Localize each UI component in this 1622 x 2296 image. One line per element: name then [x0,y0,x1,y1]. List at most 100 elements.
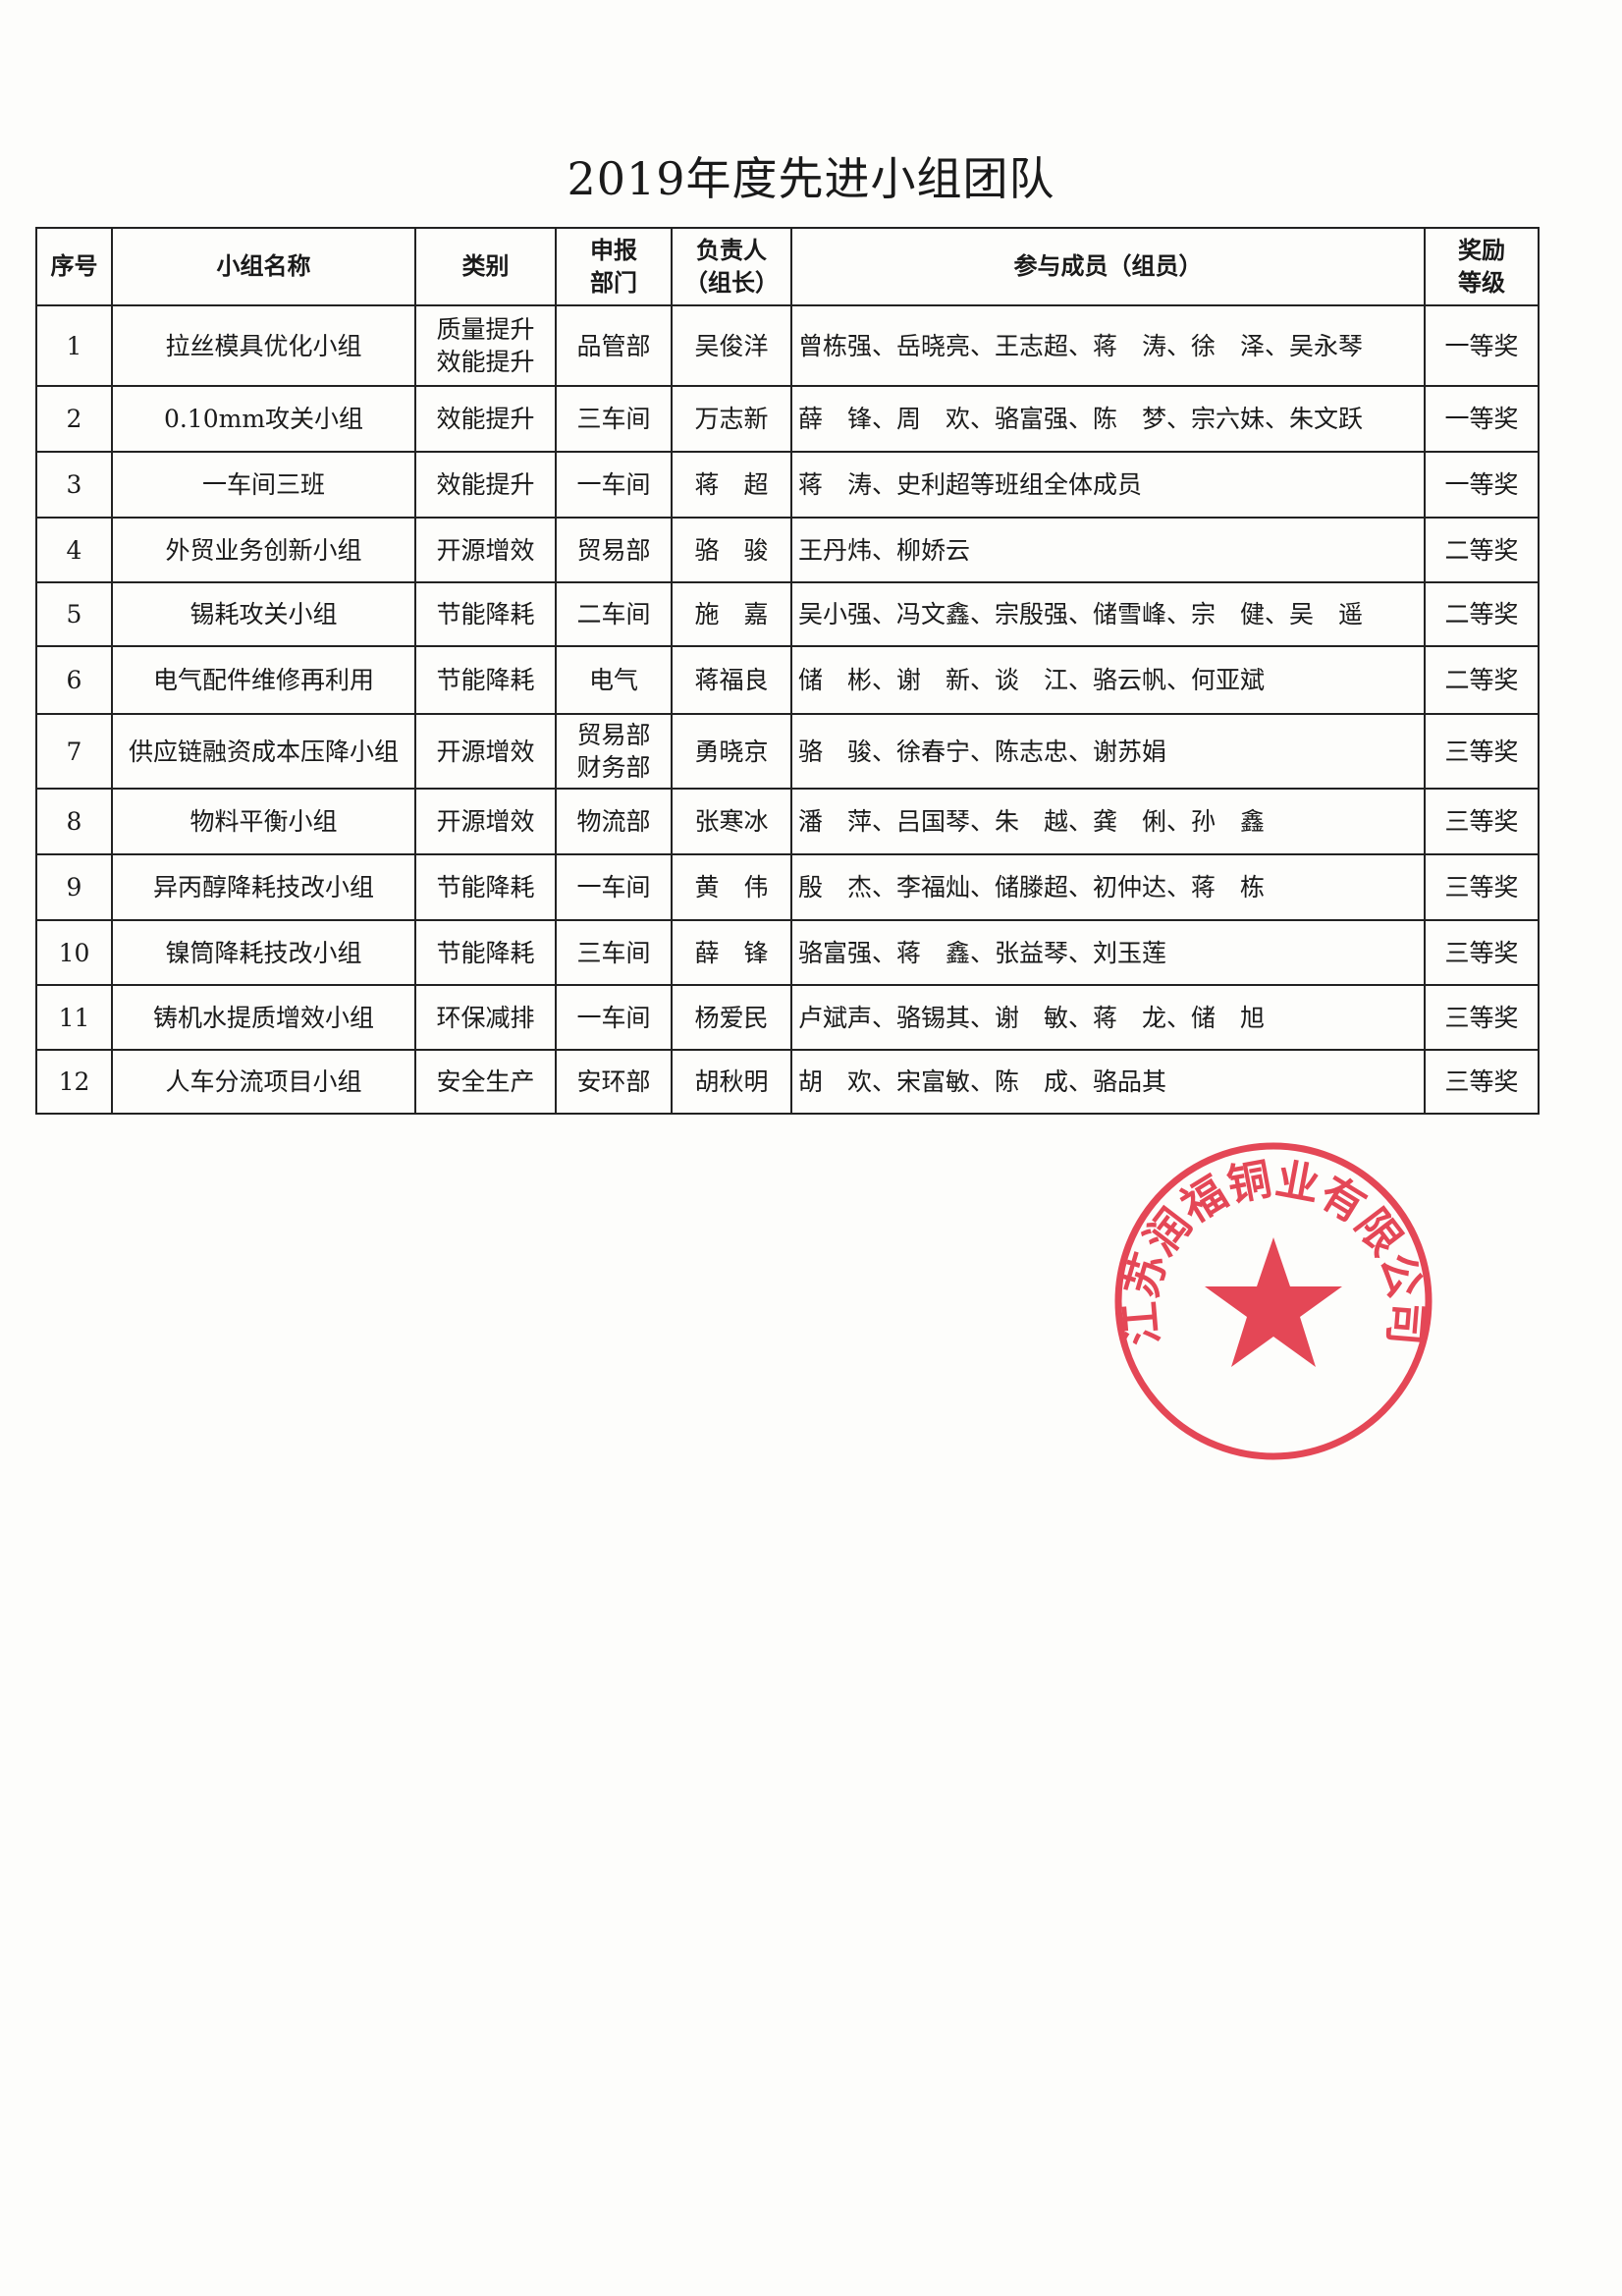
cell-award: 二等奖 [1424,645,1540,715]
header-dept-line2: 部门 [590,268,637,297]
cell-category: 节能降耗 [414,853,557,921]
table-row: 9 异丙醇降耗技改小组 节能降耗 一车间黄 伟殷 杰、李福灿、储滕超、初仲达、蒋 栋三… [35,853,1540,921]
cell-name: 供应链融资成本压降小组 [111,713,416,790]
cell-dept: 三车间 [555,385,673,453]
cell-name: 电气配件维修再利用 [111,645,416,715]
cell-members: 骆 骏、徐春宁、陈志忠、谢苏娟 [790,713,1426,790]
cell-leader: 黄 伟 [671,853,792,921]
cell-dept-line: 一车间 [576,1003,651,1032]
cell-category-line: 开源增效 [436,737,535,766]
cell-index: 5 [35,581,113,647]
table-row: 6 电气配件维修再利用 节能降耗 电气 蒋福良储 彬、谢 新、谈 江、骆云帆、何亚斌 二等… [35,645,1540,715]
cell-leader: 勇晓京 [671,713,792,790]
seal-ring [1114,1142,1433,1460]
cell-leader: 吴俊洋 [671,304,792,387]
cell-members: 曾栋强、岳晓亮、王志超、蒋 涛、徐 泽、吴永琴 [790,304,1426,387]
cell-category: 效能提升 [414,385,557,453]
cell-leader: 薛 锋 [671,919,792,986]
cell-leader: 蒋 超 [671,451,792,519]
cell-name: 物料平衡小组 [111,788,416,855]
header-leader: 负责人 （组长） [671,227,792,306]
table-row: 4 外贸业务创新小组 开源增效 贸易部骆 骏王丹炜、柳娇云 二等奖 [35,517,1540,583]
cell-category-line: 节能降耗 [436,873,535,902]
header-members: 参与成员（组员） [790,227,1426,306]
cell-category: 节能降耗 [414,645,557,715]
header-index: 序号 [35,227,113,306]
cell-category-line: 环保减排 [436,1003,535,1032]
cell-award: 二等奖 [1424,581,1540,647]
cell-members: 卢斌声、骆锡其、谢 敏、蒋 龙、储 旭 [790,984,1426,1051]
cell-award: 三等奖 [1424,788,1540,855]
cell-dept: 品管部 [555,304,673,387]
header-award-line1: 奖励 [1458,236,1505,264]
cell-dept: 贸易部 财务部 [555,713,673,790]
cell-name: 铸机水提质增效小组 [111,984,416,1051]
cell-index: 1 [35,304,113,387]
table-header-row: 序号 小组名称 类别 申报 部门 负责人 （组长） 参与成员（组员） 奖励 等级 [35,227,1540,306]
cell-index: 10 [35,919,113,986]
cell-dept: 安环部 [555,1049,673,1115]
cell-dept: 三车间 [555,919,673,986]
table-row: 1 拉丝模具优化小组 质量提升效能提升 品管部 吴俊洋 曾栋强、岳晓亮、王志超、蒋 涛、徐… [35,304,1540,387]
cell-members: 王丹炜、柳娇云 [790,517,1426,583]
cell-dept: 一车间 [555,984,673,1051]
cell-category: 开源增效 [414,517,557,583]
cell-category-line: 安全生产 [436,1067,535,1096]
cell-dept-line: 贸易部 [576,535,651,565]
cell-category: 效能提升 [414,451,557,519]
cell-award: 三等奖 [1424,1049,1540,1115]
cell-members: 薛 锋、周 欢、骆富强、陈 梦、宗六妹、朱文跃 [790,385,1426,453]
cell-leader: 蒋福良 [671,645,792,715]
cell-dept-line: 品管部 [576,331,651,360]
cell-members: 潘 萍、吕国琴、朱 越、龚 俐、孙 鑫 [790,788,1426,855]
cell-category-line: 开源增效 [436,535,535,565]
cell-members: 吴小强、冯文鑫、宗殷强、储雪峰、宗 健、吴 遥 [790,581,1426,647]
cell-category-line: 节能降耗 [436,938,535,967]
cell-name: 一车间三班 [111,451,416,519]
cell-leader: 施 嘉 [671,581,792,647]
cell-index: 3 [35,451,113,519]
cell-award: 一等奖 [1424,385,1540,453]
table-body: 1 拉丝模具优化小组 质量提升 效能提升 品管部 吴俊洋 曾栋强、岳晓亮、王志超、蒋 涛、徐… [35,304,1540,1115]
header-leader-line1: 负责人 [696,236,767,264]
cell-award: 一等奖 [1424,304,1540,387]
cell-award: 一等奖 [1424,451,1540,519]
cell-award: 二等奖 [1424,517,1540,583]
cell-dept-line: 三车间 [576,405,651,433]
cell-category: 环保减排 [414,984,557,1051]
cell-members: 储 彬、谢 新、谈 江、骆云帆、何亚斌 [790,645,1426,715]
header-category: 类别 [414,227,557,306]
cell-category-line: 质量提升 [436,315,535,344]
table-row: 3 一车间三班 效能提升 一车间蒋 超蒋 涛、史利超等班组全体成员 一等奖 [35,451,1540,519]
cell-index: 8 [35,788,113,855]
cell-dept: 物流部 [555,788,673,855]
table-row: 12 人车分流项目小组 安全生产 安环部 胡秋明胡 欢、宋富敏、陈 成、骆品其 三等奖 [35,1049,1540,1115]
star-icon [1205,1237,1342,1367]
cell-name: 镍筒降耗技改小组 [111,919,416,986]
cell-category: 开源增效 [414,788,557,855]
header-dept-line1: 申报 [590,236,637,264]
cell-dept: 一车间 [555,853,673,921]
cell-leader: 骆 骏 [671,517,792,583]
table-row: 8 物料平衡小组 开源增效 物流部 张寒冰潘 萍、吕国琴、朱 越、龚 俐、孙 鑫三等奖 [35,788,1540,855]
cell-name: 拉丝模具优化小组 [111,304,416,387]
cell-dept-line: 物流部 [576,807,651,836]
cell-category: 开源增效 [414,713,557,790]
cell-index: 7 [35,713,113,790]
cell-name: 锡耗攻关小组 [111,581,416,647]
cell-category: 安全生产 [414,1049,557,1115]
cell-award: 三等奖 [1424,984,1540,1051]
cell-award: 三等奖 [1424,713,1540,790]
company-seal: 江苏润福铜业有限公司 [1114,1142,1433,1460]
cell-leader: 杨爱民 [671,984,792,1051]
cell-category-line: 效能提升 [436,348,535,376]
table-row: 5 锡耗攻关小组 节能降耗 二车间施 嘉吴小强、冯文鑫、宗殷强、储雪峰、宗 健、吴 遥… [35,581,1540,647]
table-row: 10 镍筒降耗技改小组 节能降耗 三车间薛 锋骆富强、蒋 鑫、张益琴、刘玉莲 三等奖 [35,919,1540,986]
cell-members: 骆富强、蒋 鑫、张益琴、刘玉莲 [790,919,1426,986]
cell-category: 节能降耗 [414,919,557,986]
cell-members: 蒋 涛、史利超等班组全体成员 [790,451,1426,519]
cell-dept: 一车间 [555,451,673,519]
cell-leader: 胡秋明 [671,1049,792,1115]
header-name: 小组名称 [111,227,416,306]
